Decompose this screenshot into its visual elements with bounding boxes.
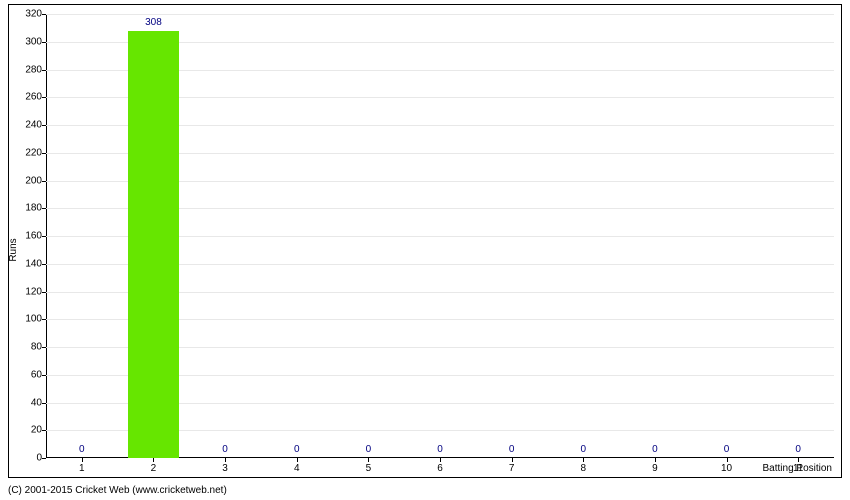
gridline-h (46, 14, 834, 15)
x-tick-mark (225, 458, 226, 462)
bar-value-label: 308 (145, 17, 162, 28)
y-tick-label: 320 (12, 9, 42, 20)
x-tick-label: 4 (294, 463, 300, 474)
y-tick-mark (42, 236, 46, 237)
x-tick-mark (368, 458, 369, 462)
x-tick-mark (297, 458, 298, 462)
y-tick-label: 100 (12, 314, 42, 325)
x-tick-label: 7 (509, 463, 515, 474)
bar-value-label: 0 (509, 444, 515, 455)
y-tick-label: 60 (12, 369, 42, 380)
y-tick-mark (42, 42, 46, 43)
x-tick-label: 6 (437, 463, 443, 474)
bar-value-label: 0 (652, 444, 658, 455)
y-tick-label: 160 (12, 231, 42, 242)
y-tick-label: 20 (12, 425, 42, 436)
x-tick-label: 3 (222, 463, 228, 474)
y-tick-label: 240 (12, 120, 42, 131)
bar-value-label: 0 (437, 444, 443, 455)
y-tick-mark (42, 208, 46, 209)
bar-value-label: 0 (294, 444, 300, 455)
bar-value-label: 0 (79, 444, 85, 455)
y-tick-label: 0 (12, 453, 42, 464)
bar-value-label: 0 (580, 444, 586, 455)
y-tick-mark (42, 153, 46, 154)
x-tick-label: 8 (580, 463, 586, 474)
y-tick-label: 300 (12, 36, 42, 47)
x-tick-mark (727, 458, 728, 462)
y-tick-mark (42, 430, 46, 431)
x-tick-label: 9 (652, 463, 658, 474)
y-tick-label: 280 (12, 64, 42, 75)
y-tick-mark (42, 181, 46, 182)
y-tick-mark (42, 347, 46, 348)
bar-value-label: 0 (724, 444, 730, 455)
y-tick-label: 140 (12, 258, 42, 269)
x-tick-label: 2 (151, 463, 157, 474)
y-tick-label: 200 (12, 175, 42, 186)
x-tick-mark (583, 458, 584, 462)
y-tick-mark (42, 264, 46, 265)
y-tick-mark (42, 70, 46, 71)
y-tick-mark (42, 292, 46, 293)
y-tick-mark (42, 319, 46, 320)
bar-value-label: 0 (366, 444, 372, 455)
x-tick-label: 1 (79, 463, 85, 474)
x-tick-mark (153, 458, 154, 462)
y-tick-mark (42, 97, 46, 98)
y-tick-label: 80 (12, 342, 42, 353)
y-tick-label: 40 (12, 397, 42, 408)
x-tick-label: 5 (366, 463, 372, 474)
y-tick-mark (42, 14, 46, 15)
plot-area (46, 14, 834, 458)
x-tick-mark (440, 458, 441, 462)
bar-value-label: 0 (222, 444, 228, 455)
footer-text: (C) 2001-2015 Cricket Web (www.cricketwe… (8, 485, 227, 496)
y-tick-mark (42, 125, 46, 126)
x-tick-mark (512, 458, 513, 462)
bar (128, 31, 180, 458)
x-tick-mark (798, 458, 799, 462)
x-tick-mark (655, 458, 656, 462)
chart-container: Runs Batting Position (C) 2001-2015 Cric… (0, 0, 850, 500)
y-tick-mark (42, 403, 46, 404)
bar-value-label: 0 (795, 444, 801, 455)
x-tick-mark (82, 458, 83, 462)
y-tick-mark (42, 375, 46, 376)
y-tick-label: 120 (12, 286, 42, 297)
y-tick-label: 180 (12, 203, 42, 214)
y-tick-mark (42, 458, 46, 459)
x-tick-label: 11 (793, 463, 803, 474)
y-tick-label: 260 (12, 92, 42, 103)
y-tick-label: 220 (12, 147, 42, 158)
x-tick-label: 10 (721, 463, 732, 474)
